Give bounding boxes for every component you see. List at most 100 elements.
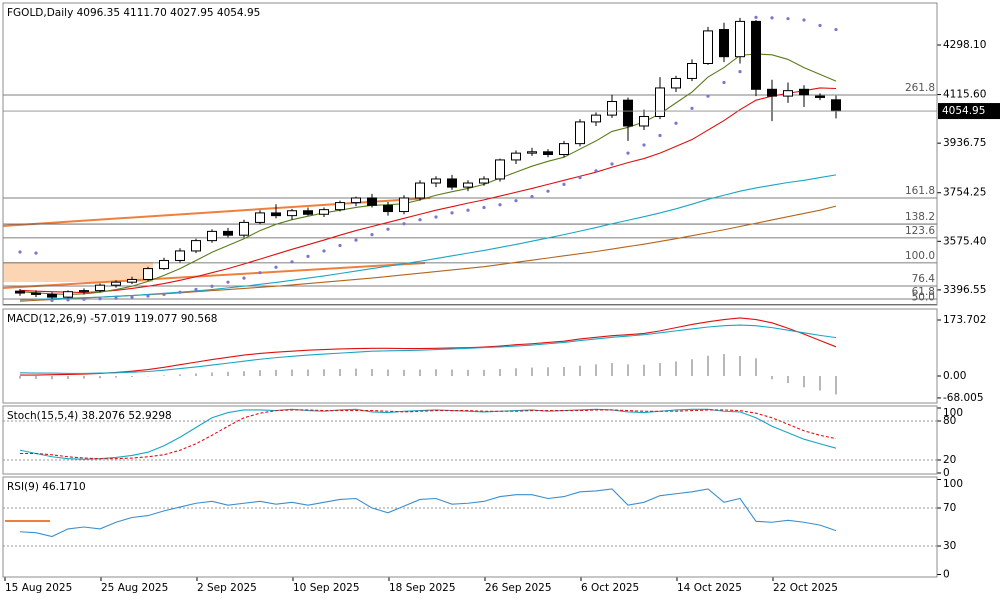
panel-frame [2,308,938,404]
sar-dot [626,151,630,155]
panel-frame [2,476,938,578]
sar-dot [642,143,646,147]
sar-dot [130,295,134,299]
sar-dot [306,254,310,258]
candle-body [511,152,521,161]
candle-body [223,230,233,236]
sar-dot [338,243,342,248]
indicator-line [19,53,837,295]
sar-dot [706,94,710,98]
x-tick-label: 15 Aug 2025 [5,582,72,594]
sar-dot [530,195,534,199]
sar-dot [402,222,406,226]
price-tag [938,103,1000,120]
y-tick-label: 0 [943,467,950,479]
y-tick-label: 3575.40 [943,235,986,247]
fib-label: 50.0 [912,291,935,303]
fib-label: 261.8 [905,82,935,94]
candle-body [63,291,73,298]
sar-dot [514,199,518,203]
candle-body [831,99,841,112]
sar-dot [50,298,54,302]
candle-body [783,90,793,97]
sar-dot [562,182,566,186]
y-tick-label: 100 [943,478,963,490]
fib-label: 161.8 [905,185,935,197]
candle-body [527,151,537,154]
y-tick-label: 4298.10 [943,39,986,51]
candle-body [383,204,393,213]
sar-dot [818,23,822,28]
y-tick-label: 100 [943,407,963,419]
indicator-line [19,174,837,301]
candle-body [175,250,185,261]
indicator-line [19,87,837,294]
x-tick-label: 18 Sep 2025 [389,582,456,594]
panel-frame [2,405,938,475]
panel-title: RSI(9) 46.1710 [7,481,86,493]
candle-body [319,209,329,215]
trend-line [2,262,426,289]
sar-dot [418,218,422,222]
y-tick-label: 3396.55 [943,284,986,296]
candle-body [815,95,825,98]
y-tick-label: 0.00 [943,370,966,382]
indicator-line [19,324,837,374]
sar-dot [594,169,598,173]
candle-body [671,77,681,89]
candle-body [207,230,217,242]
candle-body [367,197,377,206]
candle-body [47,293,57,298]
x-tick-label: 25 Aug 2025 [101,582,168,594]
sar-dot [658,133,662,138]
candle-body [591,114,601,123]
fib-label: 100.0 [905,250,935,262]
sar-dot [610,162,614,166]
fib-label: 123.6 [905,225,935,237]
sar-dot [194,287,198,292]
candle-body [127,278,137,283]
sar-dot [434,215,438,219]
sar-dot [98,297,102,301]
y-tick-label: 0 [943,569,950,581]
candle-body [415,182,425,199]
sar-dot [18,250,22,254]
candle-body [191,240,201,252]
y-tick-label: 20 [943,454,956,466]
fib-label: 138.2 [905,211,935,223]
x-tick-label: 22 Oct 2025 [773,582,838,594]
candle-body [479,178,489,184]
y-tick-label: 173.702 [943,314,986,326]
candle-body [719,29,729,58]
candle-body [15,290,25,294]
sar-dot [546,189,550,193]
sar-dot [178,290,182,294]
sar-dot [690,106,694,110]
candle-body [351,197,361,204]
candle-body [143,268,153,280]
sar-dot [242,276,246,280]
candle-body [399,197,409,213]
sar-dot [290,260,294,264]
indicator-line [20,317,837,376]
candle-body [239,221,249,236]
sar-dot [162,292,166,297]
panel-title: FGOLD,Daily 4096.35 4111.70 4027.95 4054… [7,7,260,19]
plot-area: FGOLD,Daily 4096.35 4111.70 4027.95 4054… [3,7,1000,594]
sar-dot [226,280,230,284]
sar-dot [674,121,678,125]
candle-body [31,292,41,295]
sar-dot [370,233,374,237]
candle-body [655,87,665,117]
y-tick-label: 3936.75 [943,137,986,149]
candle-body [543,151,553,156]
panel-title: Stoch(15,5,4) 38.2076 52.9298 [7,410,172,422]
sar-dot [386,227,390,231]
sar-dot [210,284,214,288]
candle-body [447,178,457,188]
sar-dot [498,203,502,207]
candle-body [255,212,265,223]
candle-body [799,88,809,96]
